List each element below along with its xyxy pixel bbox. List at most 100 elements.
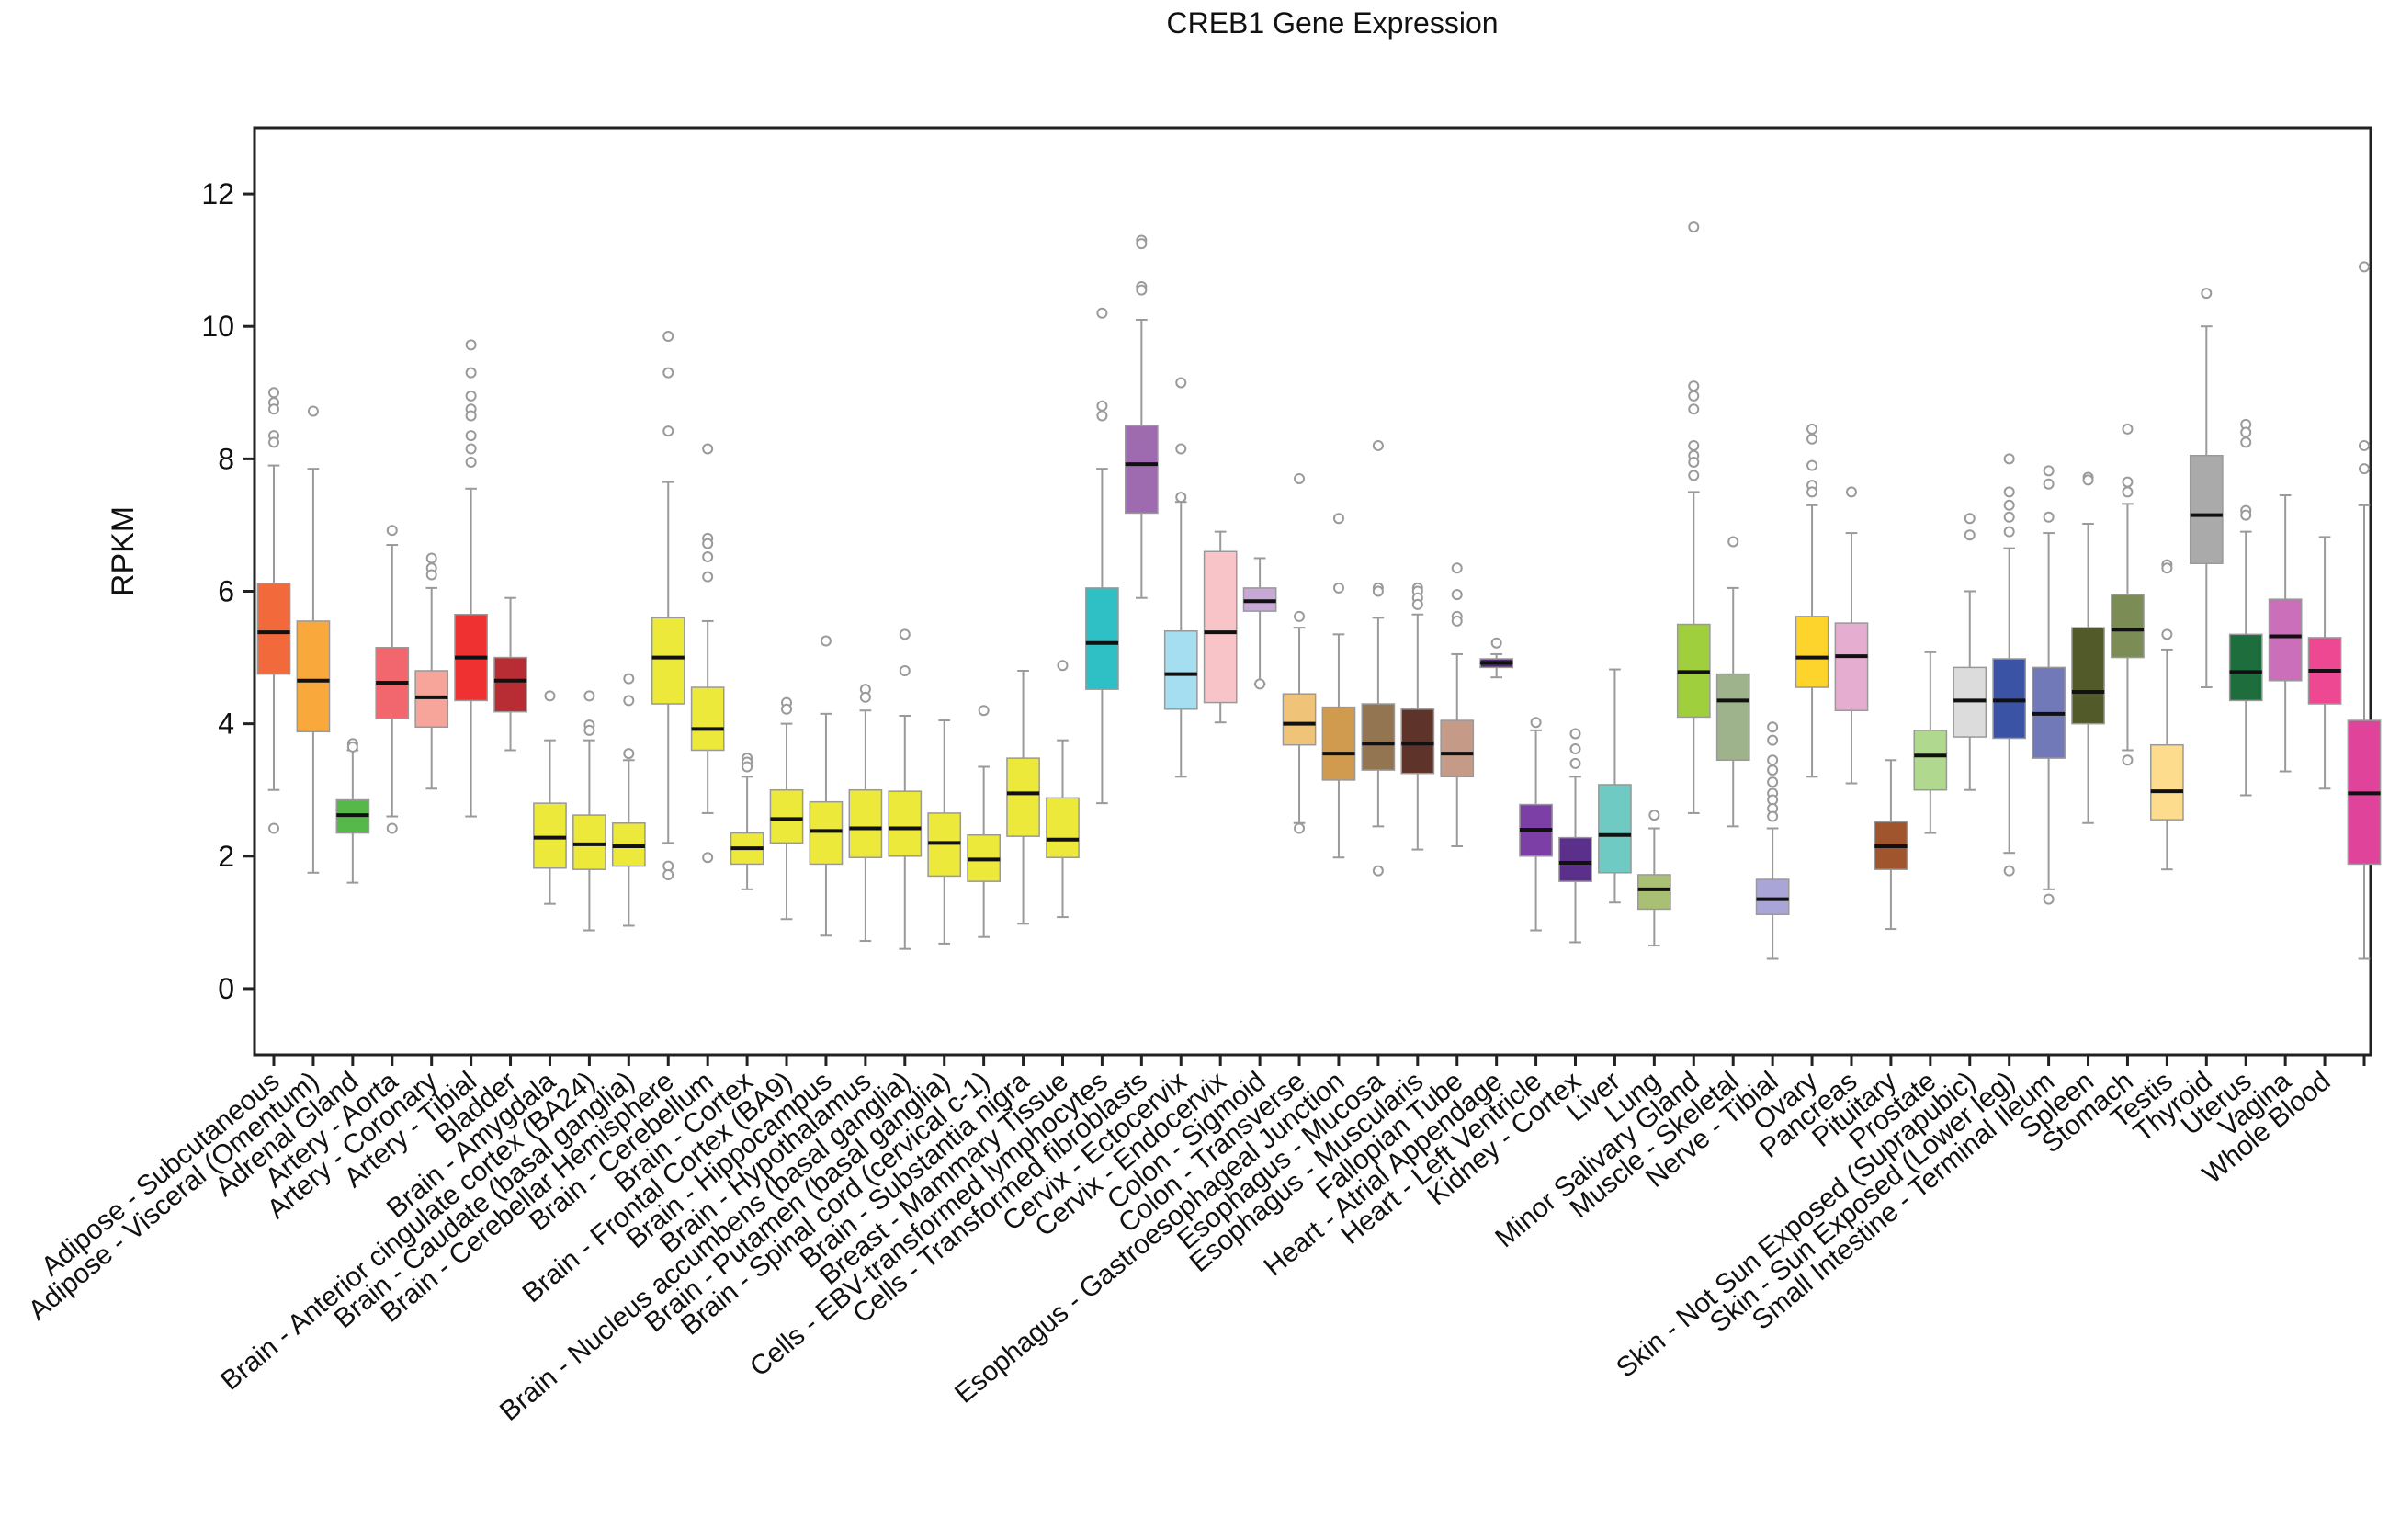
box-39 [1795, 423, 1829, 778]
box-iqr [1558, 836, 1592, 882]
box-iqr [2189, 455, 2224, 564]
box-44 [1992, 453, 2027, 877]
outlier-point [268, 387, 279, 399]
box-iqr [888, 790, 923, 857]
outlier-point [2359, 261, 2370, 273]
box-51 [2268, 493, 2303, 773]
box-12 [730, 753, 764, 890]
outlier-point [1096, 400, 1108, 412]
box-iqr [690, 686, 725, 752]
outlier-point [1451, 589, 1463, 601]
box-21 [1085, 307, 1119, 805]
outlier-point [662, 367, 674, 379]
outlier-point [1767, 776, 1779, 788]
box-iqr [2268, 598, 2303, 682]
outlier-point [346, 741, 358, 753]
outlier-point [2122, 754, 2134, 766]
outlier-point [2122, 423, 2134, 435]
outlier-point [1294, 610, 1306, 622]
box-15 [848, 684, 883, 943]
box-29 [1400, 582, 1435, 851]
outlier-point [623, 748, 635, 760]
outlier-point [465, 456, 477, 468]
outlier-point [1372, 439, 1384, 451]
box-3 [375, 525, 410, 834]
box-iqr [2228, 633, 2263, 702]
outlier-point [2201, 288, 2213, 300]
outlier-point [1332, 513, 1344, 525]
outlier-point [781, 703, 793, 715]
box-iqr [651, 617, 685, 705]
box-0 [256, 387, 291, 834]
outlier-point [2003, 499, 2015, 511]
box-iqr [1163, 629, 1198, 710]
box-23 [1163, 377, 1198, 778]
y-axis: 0 2 4 6 8 10 12 [201, 177, 255, 1005]
outlier-point [1569, 757, 1581, 769]
outlier-point [465, 430, 477, 442]
outlier-point [425, 569, 437, 581]
outlier-point [1688, 390, 1700, 402]
outlier-point [1136, 238, 1148, 250]
box-iqr [1637, 874, 1671, 911]
y-tick-label: 6 [218, 575, 234, 608]
outlier-point [583, 690, 595, 702]
outlier-point [465, 390, 477, 402]
outlier-point [2359, 463, 2370, 475]
box-6 [493, 596, 527, 752]
box-iqr [1046, 797, 1080, 858]
outlier-point [662, 425, 674, 437]
outlier-point [623, 695, 635, 707]
outlier-point [1964, 513, 1976, 525]
box-20 [1046, 660, 1080, 919]
box-iqr [572, 814, 606, 870]
box-iqr [1124, 425, 1159, 515]
box-48 [2150, 559, 2184, 871]
outlier-point [742, 761, 753, 773]
box-42 [1913, 651, 1948, 834]
box-9 [611, 673, 646, 927]
box-50 [2228, 418, 2263, 797]
outlier-point [2003, 486, 2015, 498]
outlier-point [1372, 865, 1384, 877]
y-tick-label: 4 [218, 708, 234, 741]
box-14 [809, 635, 844, 937]
box-iqr [848, 788, 883, 858]
box-28 [1361, 439, 1396, 877]
box-iqr [1715, 673, 1750, 762]
outlier-point [1806, 433, 1818, 445]
box-36 [1676, 221, 1711, 814]
box-iqr [1795, 616, 1829, 688]
outlier-point [899, 664, 911, 676]
box-40 [1834, 486, 1869, 785]
outlier-point [268, 822, 279, 834]
outlier-point [1688, 456, 1700, 468]
outlier-point [1294, 822, 1306, 834]
box-iqr [256, 583, 291, 675]
outlier-point [2240, 509, 2252, 521]
box-iqr [533, 802, 567, 869]
outlier-point [1767, 734, 1779, 746]
outlier-point [1767, 754, 1779, 766]
outlier-point [1688, 403, 1700, 415]
box-iqr [1400, 708, 1435, 775]
outlier-point [386, 822, 398, 834]
box-iqr [2111, 594, 2145, 659]
outlier-point [1727, 536, 1739, 548]
box-27 [1321, 513, 1356, 859]
outlier-point [1372, 585, 1384, 597]
outlier-point [662, 331, 674, 343]
box-32 [1519, 717, 1553, 932]
box-17 [927, 719, 962, 945]
box-iqr [1913, 730, 1948, 791]
box-30 [1440, 562, 1475, 847]
box-10 [651, 331, 685, 880]
box-41 [1874, 759, 1908, 931]
box-5 [454, 339, 488, 818]
outlier-point [2082, 474, 2094, 486]
box-iqr [493, 656, 527, 713]
outlier-point [465, 443, 477, 455]
outlier-point [2043, 465, 2055, 477]
